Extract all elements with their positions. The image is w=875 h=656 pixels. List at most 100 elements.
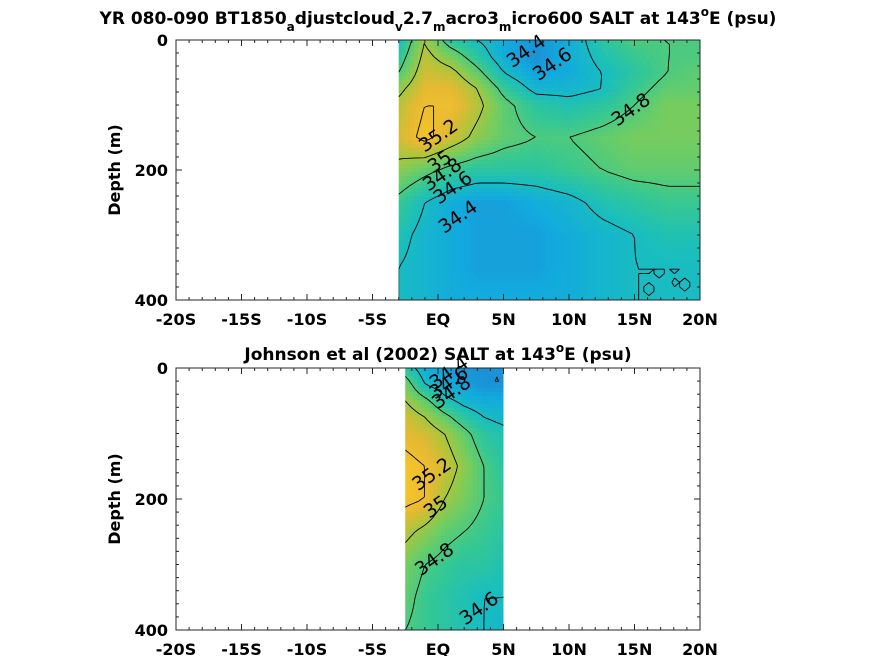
- top-salinity-cell: [510, 244, 515, 249]
- top-salinity-cell: [498, 112, 503, 117]
- top-salinity-cell: [634, 232, 639, 237]
- top-salinity-cell: [578, 100, 583, 105]
- top-salinity-cell: [614, 232, 619, 237]
- top-salinity-cell: [686, 44, 691, 49]
- top-salinity-cell: [622, 68, 627, 73]
- top-salinity-cell: [478, 64, 483, 69]
- top-salinity-cell: [622, 200, 627, 205]
- top-salinity-cell: [566, 100, 571, 105]
- top-salinity-cell: [546, 200, 551, 205]
- top-salinity-cell: [494, 120, 499, 125]
- top-salinity-cell: [598, 176, 603, 181]
- top-salinity-cell: [410, 188, 415, 193]
- top-salinity-cell: [626, 248, 631, 253]
- top-salinity-cell: [478, 296, 483, 300]
- top-salinity-cell: [602, 252, 607, 257]
- top-salinity-cell: [478, 100, 483, 105]
- top-salinity-cell: [410, 172, 415, 177]
- top-salinity-cell: [650, 80, 655, 85]
- top-salinity-cell: [450, 248, 455, 253]
- top-salinity-cell: [514, 228, 519, 233]
- top-salinity-cell: [514, 248, 519, 253]
- top-salinity-cell: [398, 236, 403, 241]
- top-salinity-cell: [626, 256, 631, 261]
- top-salinity-cell: [646, 156, 651, 161]
- top-salinity-cell: [622, 108, 627, 113]
- top-salinity-cell: [654, 104, 659, 109]
- top-salinity-cell: [490, 224, 495, 229]
- top-salinity-cell: [550, 108, 555, 113]
- top-salinity-cell: [558, 76, 563, 81]
- top-salinity-cell: [406, 168, 411, 173]
- top-salinity-cell: [490, 68, 495, 73]
- top-salinity-cell: [666, 188, 671, 193]
- top-salinity-cell: [618, 44, 623, 49]
- top-salinity-cell: [662, 104, 667, 109]
- top-salinity-cell: [462, 112, 467, 117]
- top-salinity-cell: [642, 264, 647, 269]
- top-salinity-cell: [650, 244, 655, 249]
- top-salinity-cell: [682, 280, 687, 285]
- top-salinity-cell: [586, 280, 591, 285]
- top-salinity-cell: [658, 136, 663, 141]
- top-salinity-cell: [406, 200, 411, 205]
- top-salinity-cell: [550, 244, 555, 249]
- top-salinity-cell: [470, 168, 475, 173]
- top-salinity-cell: [538, 212, 543, 217]
- top-salinity-cell: [666, 156, 671, 161]
- top-salinity-cell: [438, 192, 443, 197]
- top-salinity-cell: [682, 116, 687, 121]
- top-salinity-cell: [450, 156, 455, 161]
- top-salinity-cell: [586, 152, 591, 157]
- top-salinity-cell: [670, 80, 675, 85]
- top-salinity-cell: [466, 164, 471, 169]
- top-salinity-cell: [682, 248, 687, 253]
- top-salinity-cell: [682, 148, 687, 153]
- top-salinity-cell: [474, 240, 479, 245]
- top-salinity-cell: [642, 52, 647, 57]
- top-salinity-cell: [590, 60, 595, 65]
- top-salinity-cell: [614, 276, 619, 281]
- top-salinity-cell: [678, 144, 683, 149]
- top-salinity-cell: [694, 60, 699, 65]
- top-salinity-cell: [602, 196, 607, 201]
- top-salinity-cell: [634, 60, 639, 65]
- top-salinity-cell: [422, 288, 427, 293]
- top-salinity-cell: [630, 296, 635, 300]
- top-salinity-cell: [410, 272, 415, 277]
- top-salinity-cell: [490, 184, 495, 189]
- top-salinity-cell: [578, 204, 583, 209]
- top-salinity-cell: [658, 180, 663, 185]
- top-salinity-cell: [422, 132, 427, 137]
- top-salinity-cell: [414, 152, 419, 157]
- top-salinity-cell: [538, 148, 543, 153]
- top-salinity-cell: [450, 72, 455, 77]
- top-salinity-cell: [434, 272, 439, 277]
- top-salinity-cell: [498, 140, 503, 145]
- top-salinity-cell: [506, 140, 511, 145]
- top-salinity-cell: [502, 128, 507, 133]
- top-salinity-cell: [402, 108, 407, 113]
- top-salinity-cell: [542, 248, 547, 253]
- top-salinity-cell: [598, 244, 603, 249]
- top-salinity-cell: [466, 256, 471, 261]
- top-salinity-cell: [542, 228, 547, 233]
- top-salinity-cell: [534, 228, 539, 233]
- top-salinity-cell: [590, 160, 595, 165]
- top-salinity-cell: [534, 284, 539, 289]
- top-salinity-cell: [498, 180, 503, 185]
- top-salinity-cell: [658, 172, 663, 177]
- top-salinity-cell: [618, 172, 623, 177]
- top-salinity-cell: [502, 80, 507, 85]
- top-salinity-cell: [574, 236, 579, 241]
- top-salinity-cell: [674, 212, 679, 217]
- top-salinity-cell: [570, 136, 575, 141]
- top-salinity-cell: [486, 244, 491, 249]
- top-salinity-cell: [642, 108, 647, 113]
- top-salinity-cell: [626, 172, 631, 177]
- top-salinity-cell: [590, 232, 595, 237]
- top-salinity-cell: [658, 208, 663, 213]
- top-salinity-cell: [558, 104, 563, 109]
- top-salinity-cell: [686, 216, 691, 221]
- top-salinity-cell: [606, 184, 611, 189]
